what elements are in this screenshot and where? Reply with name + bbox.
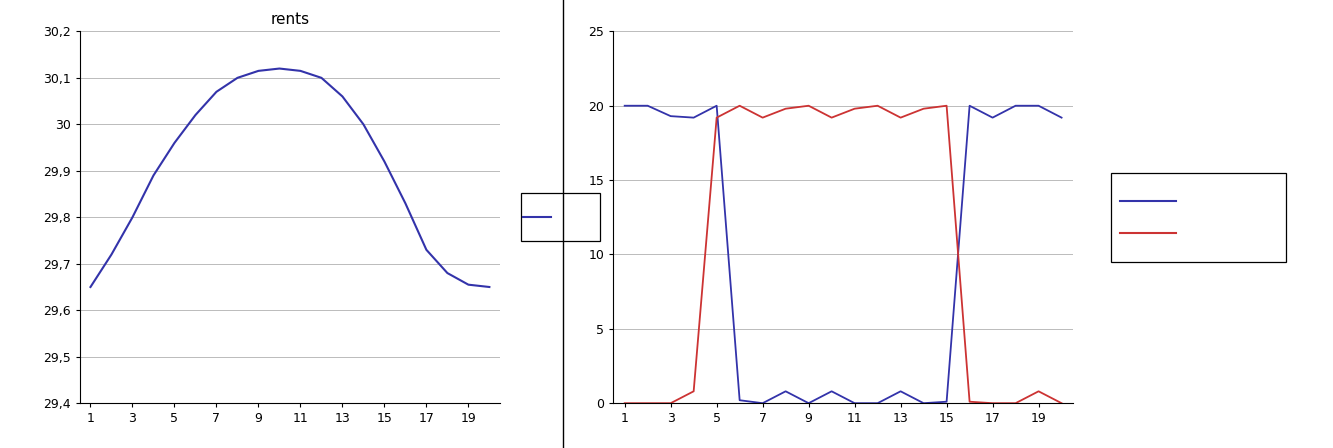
Bar (1110, 172, 1286, 262)
Text: n1: n1 (1185, 195, 1201, 208)
Title: rents: rents (271, 13, 309, 27)
Text: rents: rents (555, 211, 587, 224)
Bar (521, 193, 600, 241)
Text: n2: n2 (1185, 227, 1201, 240)
